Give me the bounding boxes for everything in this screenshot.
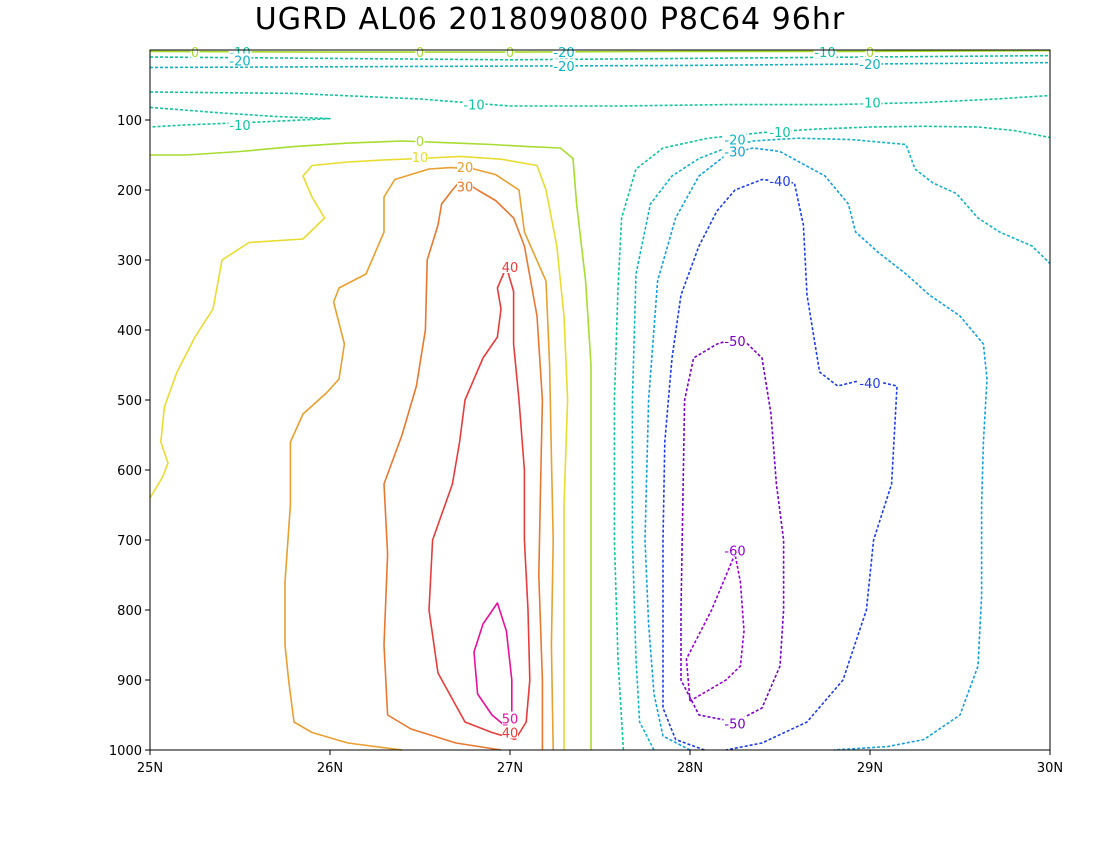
contour-label-bg-20 (505, 45, 515, 59)
contour-line-0-5 (150, 140, 592, 750)
contour-label-9: -10 (769, 126, 790, 141)
x-tick-label-1: 26N (317, 761, 343, 776)
contour-label-bg-23 (228, 53, 252, 67)
y-tick-label-1: 200 (117, 184, 142, 199)
contour-label-13: -40 (769, 175, 790, 190)
y-tick-label-9: 1000 (109, 744, 142, 759)
x-tick-label-5: 30N (1037, 761, 1063, 776)
contour-label-23: -20 (229, 55, 250, 70)
contour-line--40-9 (662, 178, 898, 751)
contour-label-bg-9 (768, 124, 792, 138)
contour-label-3: 30 (457, 181, 474, 196)
x-tick-label-2: 27N (497, 761, 523, 776)
contour-label-bg-25 (552, 59, 576, 73)
y-tick-label-2: 300 (117, 254, 142, 269)
contour-label-10: -10 (859, 97, 880, 112)
contour-label-bg-1 (502, 725, 518, 739)
y-tick-label-7: 800 (117, 604, 142, 619)
contour-label-bg-27 (858, 57, 882, 70)
contour-label-bg-6 (415, 134, 425, 147)
contour-line-10-4 (149, 155, 569, 750)
contour-label-bg-5 (412, 150, 428, 164)
contour-label-20: 0 (506, 46, 514, 61)
contour-line-0-16 (149, 49, 1051, 53)
contour-label-bg-14 (858, 376, 882, 390)
contour-line--30-8 (644, 147, 988, 751)
contour-line--50-10 (680, 336, 785, 723)
contour-line--10-6 (613, 125, 1051, 751)
contour-line-50-0 (473, 602, 513, 727)
contour-label-1: 40 (502, 727, 519, 742)
contour-label-24: -20 (553, 46, 574, 61)
contour-label-bg-12 (723, 144, 747, 158)
contour-label-bg-17 (723, 543, 747, 557)
x-tick-label-4: 29N (857, 761, 883, 776)
contour-label-19: 0 (416, 46, 424, 61)
contour-line--10-13 (149, 91, 1051, 107)
contour-label-27: -20 (859, 58, 880, 73)
contour-line--20-14 (149, 61, 1051, 69)
contour-layer (149, 49, 1051, 751)
contour-line--10-15 (149, 54, 1051, 61)
contour-label-8: -10 (463, 99, 484, 114)
contour-label-bg-3 (457, 179, 473, 193)
y-tick-label-3: 400 (117, 324, 142, 339)
contour-label-bg-0 (502, 711, 518, 725)
contour-label-17: -60 (724, 545, 745, 560)
chart-title: UGRD AL06 2018090800 P8C64 96hr (254, 2, 846, 37)
contour-line-30-2 (383, 178, 544, 751)
axis-layer: 25N 26N 27N 28N 29N 30N1002003004005006007008… (109, 114, 1063, 776)
y-tick-label-4: 500 (117, 394, 142, 409)
contour-label-layer: 5040403020100-10-10-10-10-20-30-40-40-50… (190, 45, 882, 742)
contour-label-bg-7 (228, 117, 252, 131)
contour-label-bg-2 (502, 260, 518, 273)
contour-label-26: -10 (814, 46, 835, 61)
contour-label-bg-10 (858, 95, 882, 109)
y-tick-label-0: 100 (117, 114, 142, 129)
contour-label-6: 0 (416, 135, 424, 150)
x-tick-label-0: 25N (137, 761, 163, 776)
contour-label-12: -30 (724, 146, 745, 161)
contour-label-25: -20 (553, 60, 574, 75)
x-tick-label-3: 28N (677, 761, 703, 776)
contour-label-16: -50 (724, 717, 745, 732)
y-tick-label-5: 600 (117, 464, 142, 479)
contour-line--60-11 (685, 553, 745, 702)
contour-line--20-7 (631, 137, 1051, 751)
contour-label-2: 40 (502, 261, 519, 276)
contour-label-7: -10 (229, 119, 250, 134)
y-tick-label-6: 700 (117, 534, 142, 549)
contour-label-15: -50 (724, 335, 745, 350)
contour-label-bg-24 (552, 45, 576, 59)
contour-line--10-12 (149, 106, 331, 128)
contour-line-40-1 (428, 266, 531, 741)
contour-label-4: 20 (457, 161, 474, 176)
contour-label-bg-18 (190, 45, 200, 59)
contour-line-20-3 (284, 166, 555, 751)
contour-label-bg-26 (813, 45, 837, 59)
contour-label-14: -40 (859, 377, 880, 392)
y-tick-label-8: 900 (117, 674, 142, 689)
contour-label-bg-16 (723, 716, 747, 730)
contour-label-bg-19 (415, 45, 425, 59)
contour-label-bg-21 (865, 45, 875, 59)
contour-label-bg-13 (768, 173, 792, 187)
contour-label-5: 10 (412, 151, 429, 166)
contour-label-21: 0 (866, 46, 874, 61)
contour-label-bg-11 (723, 132, 747, 146)
contour-label-bg-15 (723, 334, 747, 348)
contour-label-0: 50 (502, 713, 519, 728)
contour-label-bg-8 (462, 97, 486, 111)
contour-label-bg-4 (457, 159, 473, 173)
contour-label-18: 0 (191, 46, 199, 61)
